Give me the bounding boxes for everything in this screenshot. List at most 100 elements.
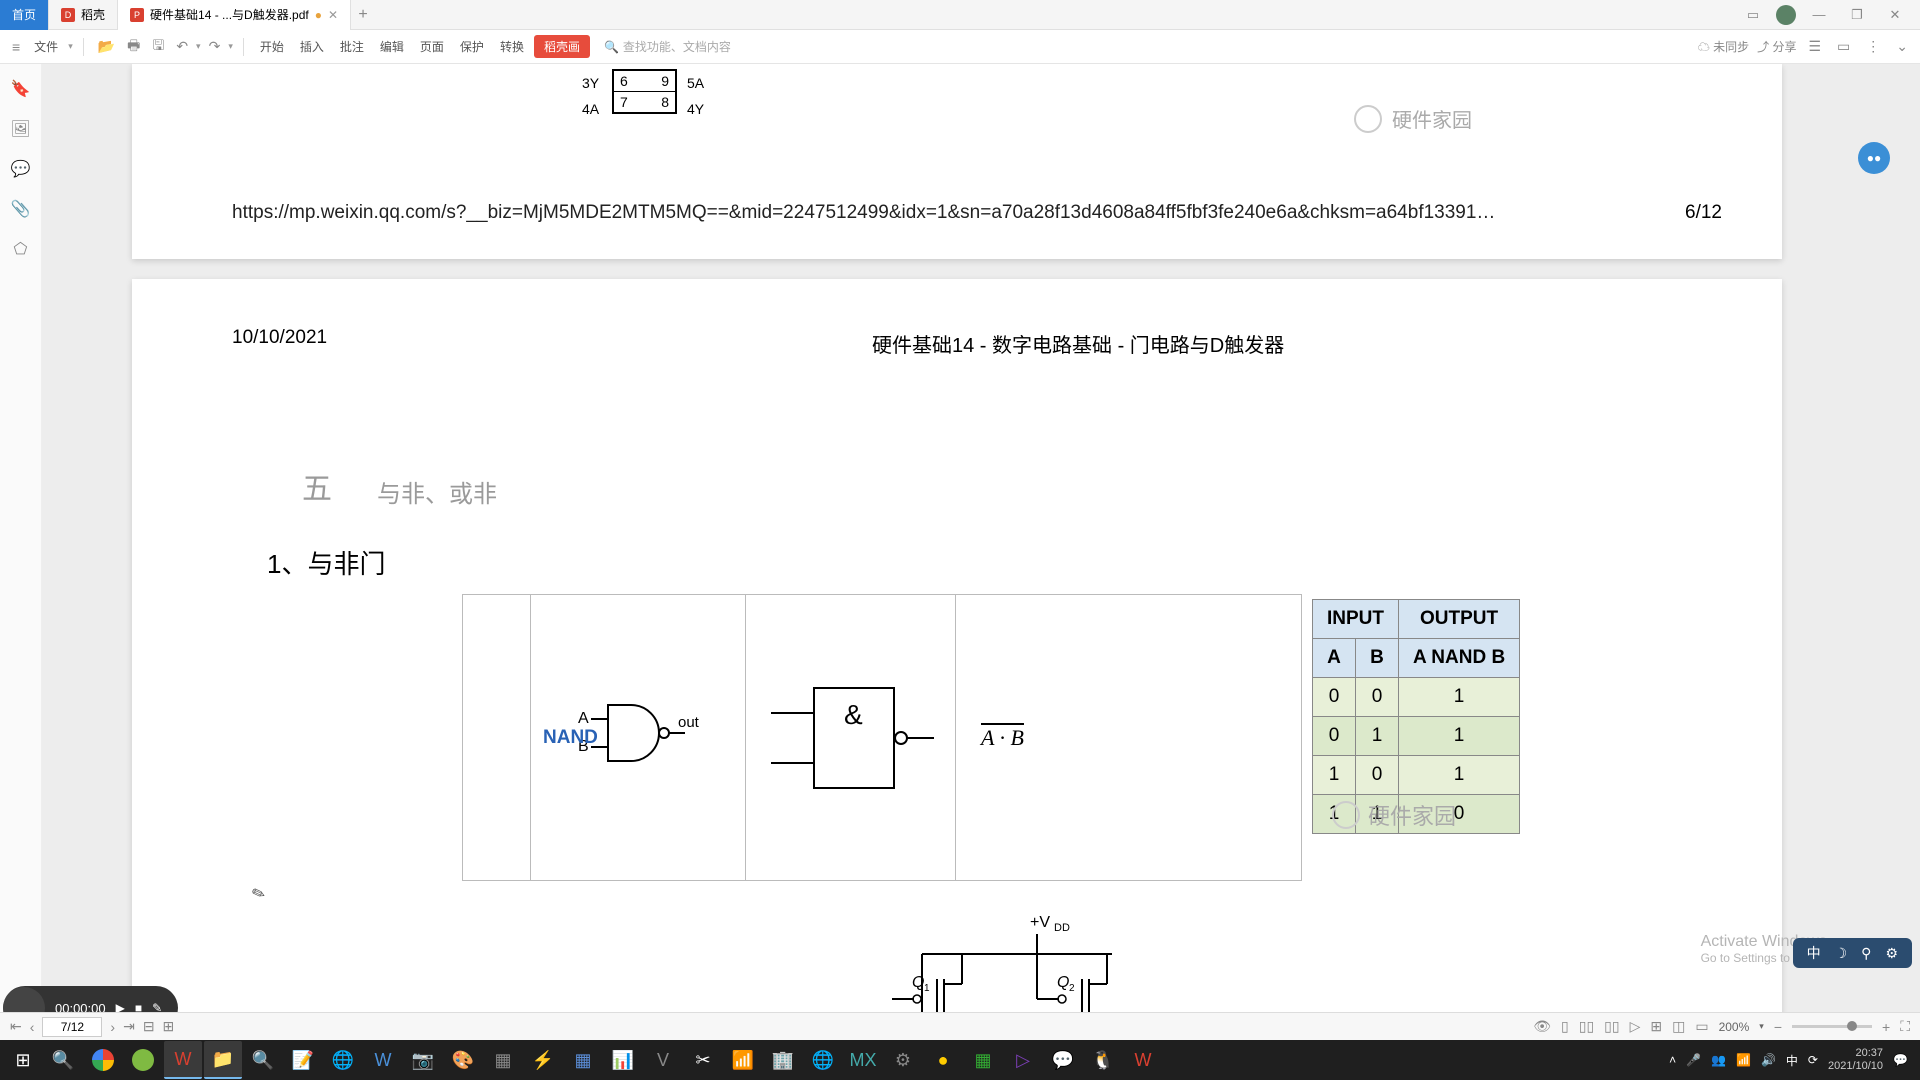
taskbar-app-24[interactable]: ▦ [964, 1041, 1002, 1079]
print-icon[interactable]: 🖶 [123, 32, 144, 62]
sb-icon-a[interactable]: ⊟ [143, 1018, 155, 1035]
ime-toolbar[interactable]: 中 ☽ ⚲ ⚙ [1793, 938, 1912, 968]
taskbar-app-17[interactable]: ✂ [684, 1041, 722, 1079]
view-icon-2[interactable]: ▯ [1561, 1018, 1569, 1035]
taskbar-app-2[interactable] [84, 1041, 122, 1079]
tray-mic-icon[interactable]: 🎤 [1686, 1053, 1701, 1067]
taskbar-app-26[interactable]: 💬 [1044, 1041, 1082, 1079]
save-icon[interactable]: 🖫 [148, 32, 168, 62]
taskbar-app-21[interactable]: MX [844, 1041, 882, 1079]
tray-wifi-icon[interactable]: 📶 [1736, 1053, 1751, 1067]
tray-people-icon[interactable]: 👥 [1711, 1053, 1726, 1067]
zoom-out-button[interactable]: − [1774, 1019, 1782, 1035]
tab-close-icon[interactable]: ✕ [328, 8, 338, 22]
view-icon-3[interactable]: ▯▯ [1579, 1018, 1594, 1035]
share-button[interactable]: ⤴ 分享 [1757, 38, 1796, 55]
taskbar-app-22[interactable]: ⚙ [884, 1041, 922, 1079]
maximize-button[interactable]: ❐ [1842, 7, 1872, 23]
comment-icon[interactable]: 💬 [11, 159, 31, 179]
view-icon-4[interactable]: ▯▯ [1604, 1018, 1619, 1035]
system-tray[interactable]: ˄ 🎤 👥 📶 🔊 中 ⟳ 20:372021/10/10 💬 [1669, 1047, 1916, 1073]
bookmark-icon[interactable]: 🔖 [11, 79, 31, 99]
file-menu[interactable]: 文件 [28, 35, 64, 58]
menu-insert[interactable]: 插入 [294, 35, 330, 58]
tray-volume-icon[interactable]: 🔊 [1761, 1053, 1776, 1067]
taskbar-app-14[interactable]: ▦ [564, 1041, 602, 1079]
fullscreen-button[interactable]: ⛶ [1900, 1018, 1910, 1035]
taskbar-app-6[interactable]: 🔍 [244, 1041, 282, 1079]
view-icon-1[interactable]: 👁 [1533, 1018, 1551, 1035]
tab-app[interactable]: D稻壳 [49, 0, 118, 30]
layout-icon[interactable]: ▭ [1738, 7, 1768, 23]
taskbar-app-13[interactable]: ⚡ [524, 1041, 562, 1079]
view-icon-7[interactable]: ◫ [1672, 1018, 1685, 1035]
view-icon-8[interactable]: ▭ [1695, 1018, 1708, 1035]
tb-icon-3[interactable]: ⋮ [1862, 35, 1884, 58]
taskbar-app-5[interactable]: 📁 [204, 1041, 242, 1079]
menu-special[interactable]: 稻壳画 [534, 35, 590, 58]
tray-notifications-icon[interactable]: 💬 [1893, 1053, 1908, 1067]
taskbar-app-19[interactable]: 🏢 [764, 1041, 802, 1079]
redo-icon[interactable]: ↷ [205, 35, 225, 58]
taskbar-app-4[interactable]: W [164, 1041, 202, 1079]
undo-icon[interactable]: ↶ [172, 35, 192, 58]
open-icon[interactable]: 📂 [94, 35, 119, 58]
collapse-icon[interactable]: ⌄ [1892, 35, 1912, 58]
floating-help-button[interactable]: ●● [1858, 142, 1890, 174]
taskbar-app-15[interactable]: 📊 [604, 1041, 642, 1079]
attachment-icon[interactable]: 📎 [11, 199, 31, 219]
menu-start[interactable]: 开始 [254, 35, 290, 58]
taskbar-app-10[interactable]: 📷 [404, 1041, 442, 1079]
ime-settings-icon[interactable]: ⚙ [1885, 945, 1898, 962]
menu-annotate[interactable]: 批注 [334, 35, 370, 58]
view-icon-5[interactable]: ▷ [1630, 1018, 1641, 1035]
tray-ime[interactable]: 中 [1786, 1052, 1798, 1069]
taskbar-app-23[interactable]: ● [924, 1041, 962, 1079]
taskbar-app-3[interactable] [124, 1041, 162, 1079]
sync-status[interactable]: ☁ 未同步 [1698, 38, 1749, 55]
tray-clock[interactable]: 20:372021/10/10 [1828, 1047, 1883, 1073]
ime-icon-3[interactable]: ⚲ [1861, 945, 1871, 962]
taskbar-app-8[interactable]: 🌐 [324, 1041, 362, 1079]
taskbar-app-1[interactable]: 🔍 [44, 1041, 82, 1079]
taskbar-app-0[interactable]: ⊞ [4, 1041, 42, 1079]
menu-edit[interactable]: 编辑 [374, 35, 410, 58]
taskbar-app-28[interactable]: W [1124, 1041, 1162, 1079]
tray-sync-icon[interactable]: ⟳ [1808, 1053, 1818, 1067]
image-icon[interactable]: 🖼 [10, 119, 30, 139]
taskbar-app-27[interactable]: 🐧 [1084, 1041, 1122, 1079]
last-page-button[interactable]: ⇥ [123, 1018, 135, 1035]
menu-protect[interactable]: 保护 [454, 35, 490, 58]
next-page-button[interactable]: › [110, 1019, 115, 1035]
shape-icon[interactable]: ⬠ [14, 239, 28, 259]
view-icon-6[interactable]: ⊞ [1650, 1018, 1662, 1035]
sb-icon-b[interactable]: ⊞ [163, 1018, 175, 1035]
first-page-button[interactable]: ⇤ [10, 1018, 22, 1035]
page-input[interactable] [42, 1017, 102, 1037]
close-button[interactable]: ✕ [1880, 7, 1910, 23]
minimize-button[interactable]: — [1804, 7, 1834, 22]
tab-document[interactable]: P硬件基础14 - ...与D触发器.pdf●✕ [118, 0, 351, 30]
zoom-slider[interactable] [1792, 1025, 1872, 1028]
taskbar-app-18[interactable]: 📶 [724, 1041, 762, 1079]
menu-convert[interactable]: 转换 [494, 35, 530, 58]
taskbar-app-11[interactable]: 🎨 [444, 1041, 482, 1079]
ime-moon-icon[interactable]: ☽ [1835, 945, 1848, 962]
tb-icon-2[interactable]: ▭ [1833, 35, 1854, 58]
taskbar-app-9[interactable]: W [364, 1041, 402, 1079]
zoom-in-button[interactable]: + [1882, 1019, 1890, 1035]
ime-lang[interactable]: 中 [1807, 943, 1821, 963]
tab-add-button[interactable]: + [351, 6, 375, 24]
taskbar-app-20[interactable]: 🌐 [804, 1041, 842, 1079]
taskbar-app-7[interactable]: 📝 [284, 1041, 322, 1079]
menu-icon[interactable]: ≡ [8, 36, 24, 58]
toolbar-search[interactable]: 🔍查找功能、文档内容 [604, 38, 731, 55]
taskbar-app-25[interactable]: ▷ [1004, 1041, 1042, 1079]
taskbar-app-12[interactable]: ▦ [484, 1041, 522, 1079]
avatar[interactable] [1776, 5, 1796, 25]
tray-chevron-icon[interactable]: ˄ [1669, 1053, 1676, 1067]
tab-home[interactable]: 首页 [0, 0, 49, 30]
prev-page-button[interactable]: ‹ [30, 1019, 35, 1035]
taskbar-app-16[interactable]: V [644, 1041, 682, 1079]
tb-icon-1[interactable]: ☰ [1804, 35, 1825, 58]
